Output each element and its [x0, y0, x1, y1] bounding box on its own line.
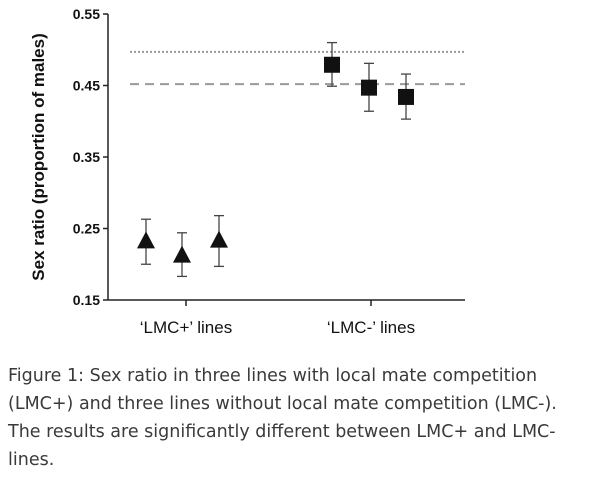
- reference-lines: [130, 50, 465, 86]
- square-marker: [398, 88, 414, 105]
- y-axis-title: Sex ratio (proportion of males): [29, 33, 48, 280]
- sex-ratio-chart: 0.15 0.25 0.35 0.45 0.55 ‘LMC+’ lines ‘LMC-’ …: [29, 6, 465, 337]
- data-points: [137, 41, 414, 278]
- y-tick-label: 0.35: [73, 149, 100, 165]
- x-category-label: ‘LMC+’ lines: [140, 318, 232, 337]
- x-category-label: ‘LMC-’ lines: [327, 318, 415, 337]
- figure-caption: Figure 1: Sex ratio in three lines with …: [8, 366, 557, 470]
- y-tick-label: 0.15: [73, 292, 100, 308]
- triangle-marker: [137, 231, 155, 249]
- square-marker: [324, 56, 340, 73]
- y-tick-label: 0.45: [73, 78, 100, 94]
- triangle-marker: [210, 230, 228, 248]
- y-tick-label: 0.55: [73, 6, 100, 22]
- square-marker: [361, 79, 377, 96]
- y-ticks: 0.15 0.25 0.35 0.45 0.55: [73, 6, 108, 308]
- axes: [107, 14, 465, 301]
- triangle-marker: [173, 245, 191, 263]
- y-tick-label: 0.25: [73, 221, 100, 237]
- x-categories: ‘LMC+’ lines ‘LMC-’ lines: [140, 300, 415, 337]
